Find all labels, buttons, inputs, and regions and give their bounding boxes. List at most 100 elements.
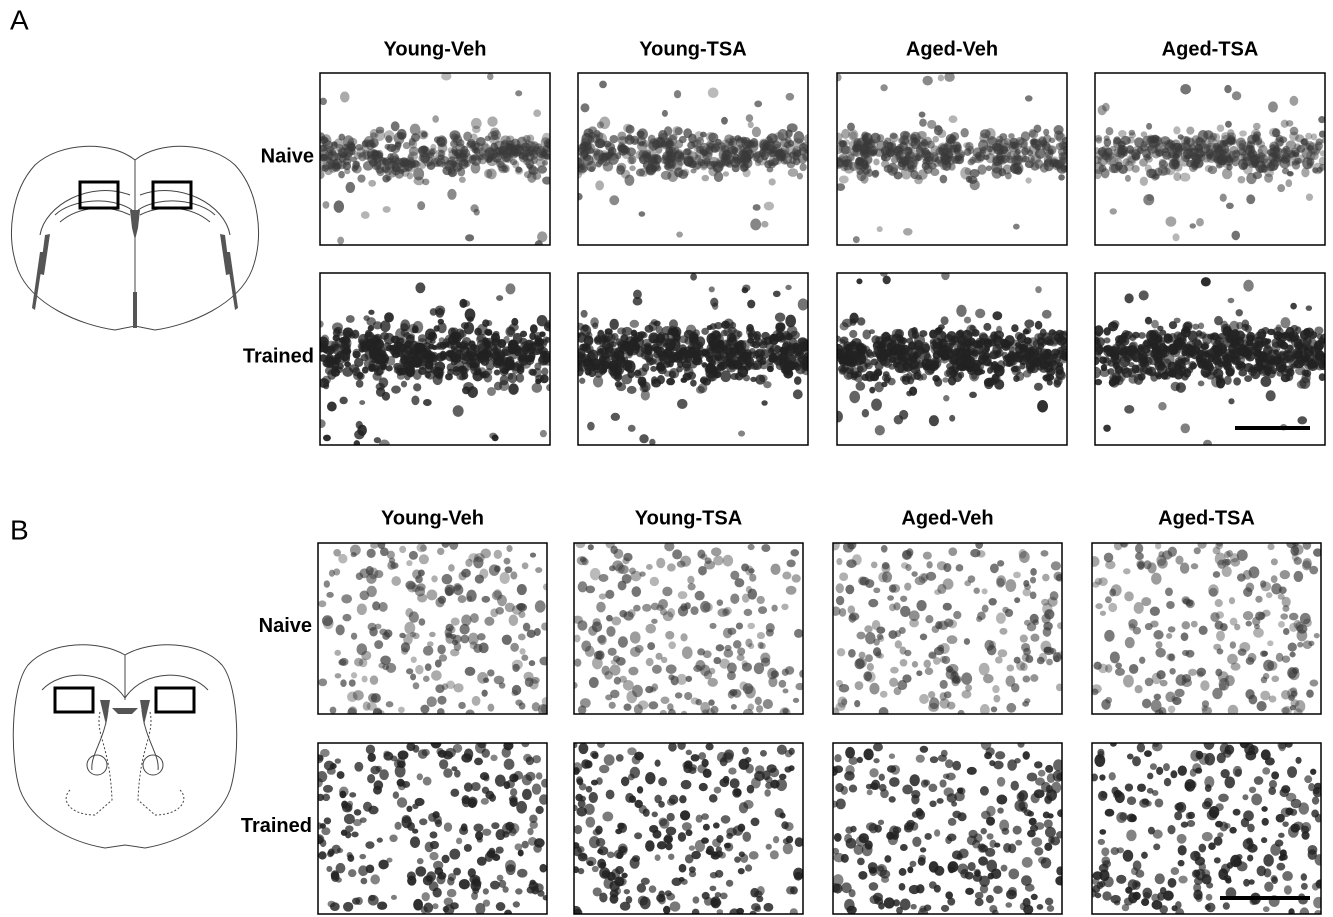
cell bbox=[759, 643, 766, 650]
cell bbox=[917, 362, 924, 368]
micrograph bbox=[316, 273, 554, 450]
cell bbox=[797, 355, 806, 363]
cell bbox=[679, 864, 687, 873]
cell bbox=[964, 638, 970, 645]
cell bbox=[667, 563, 676, 571]
cell bbox=[1005, 609, 1013, 617]
cell bbox=[947, 702, 956, 710]
cell bbox=[709, 668, 715, 675]
cell bbox=[1297, 642, 1303, 648]
cell bbox=[937, 159, 944, 166]
cell bbox=[611, 413, 620, 421]
cell bbox=[1183, 148, 1193, 159]
cell bbox=[956, 564, 964, 571]
cell bbox=[1183, 136, 1190, 144]
cell bbox=[995, 656, 1003, 663]
cell bbox=[411, 656, 417, 662]
cell bbox=[1305, 133, 1312, 140]
cell bbox=[982, 605, 989, 613]
cell bbox=[474, 328, 482, 336]
cell bbox=[1110, 651, 1120, 663]
cell bbox=[383, 751, 390, 757]
cell bbox=[500, 572, 510, 584]
cell bbox=[908, 341, 918, 350]
cell bbox=[513, 901, 520, 907]
cell bbox=[345, 825, 353, 832]
cell bbox=[1053, 379, 1061, 387]
cell bbox=[850, 341, 857, 347]
cell bbox=[663, 158, 671, 165]
cell bbox=[1231, 663, 1241, 671]
cell bbox=[753, 204, 761, 211]
cell bbox=[655, 854, 661, 861]
cell bbox=[622, 574, 632, 584]
cell bbox=[1286, 540, 1296, 548]
cell bbox=[1058, 174, 1065, 180]
cell bbox=[516, 603, 525, 610]
cell bbox=[794, 872, 803, 881]
cell bbox=[397, 797, 407, 807]
cell bbox=[418, 749, 428, 759]
cell bbox=[327, 402, 337, 412]
cell bbox=[1057, 622, 1064, 629]
cell bbox=[347, 801, 353, 808]
cell bbox=[601, 152, 609, 160]
cell bbox=[786, 586, 797, 595]
cell bbox=[459, 879, 470, 889]
cell bbox=[880, 84, 887, 91]
cell bbox=[651, 379, 661, 388]
cell bbox=[872, 170, 879, 178]
cell bbox=[760, 653, 770, 664]
cell bbox=[915, 576, 926, 585]
cell bbox=[728, 628, 737, 635]
cell bbox=[676, 156, 685, 166]
cell bbox=[677, 399, 688, 409]
cell bbox=[911, 327, 918, 335]
cell bbox=[1196, 218, 1204, 226]
cell bbox=[1011, 683, 1019, 692]
cell bbox=[436, 160, 443, 166]
cell bbox=[656, 325, 663, 333]
cell bbox=[854, 700, 860, 707]
cell bbox=[458, 702, 466, 709]
cell bbox=[630, 320, 639, 328]
cell bbox=[504, 152, 514, 163]
cell bbox=[398, 707, 405, 713]
cell bbox=[1040, 351, 1049, 361]
cell bbox=[647, 642, 655, 650]
cell bbox=[640, 384, 649, 392]
cell bbox=[354, 430, 364, 440]
cell bbox=[1308, 331, 1317, 339]
cell bbox=[663, 611, 674, 621]
cell bbox=[1257, 701, 1267, 711]
cell bbox=[971, 349, 979, 357]
cell bbox=[447, 889, 457, 898]
cell bbox=[1091, 367, 1101, 379]
cell bbox=[579, 378, 585, 384]
cell bbox=[421, 131, 427, 137]
cell bbox=[1041, 614, 1050, 624]
cell bbox=[363, 802, 372, 812]
cell bbox=[845, 585, 854, 595]
cell bbox=[627, 156, 634, 164]
cell bbox=[877, 634, 883, 640]
cell bbox=[1180, 562, 1189, 573]
cell bbox=[367, 774, 375, 783]
cell bbox=[1050, 591, 1059, 600]
cell bbox=[930, 168, 939, 176]
cell bbox=[525, 772, 535, 781]
cell bbox=[1128, 619, 1138, 628]
cell bbox=[519, 702, 526, 709]
cell bbox=[609, 702, 616, 709]
cell bbox=[1210, 332, 1219, 340]
cell bbox=[662, 110, 668, 117]
cell bbox=[669, 795, 679, 805]
cell bbox=[771, 605, 777, 612]
cell bbox=[454, 770, 461, 778]
cell bbox=[496, 846, 504, 853]
cell bbox=[1042, 310, 1052, 319]
cell bbox=[542, 160, 548, 166]
cell bbox=[661, 171, 672, 180]
cell bbox=[592, 359, 602, 371]
cell bbox=[521, 655, 528, 661]
